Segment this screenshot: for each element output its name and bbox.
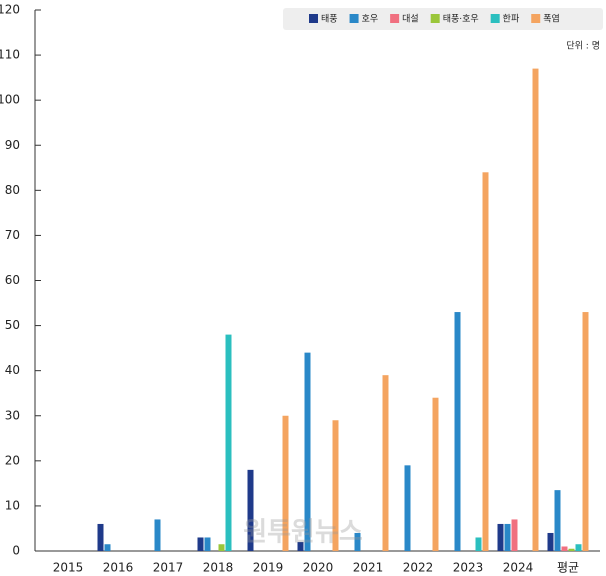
bar (475, 537, 482, 551)
x-tick-label: 2019 (253, 561, 284, 575)
y-tick-label: 120 (0, 3, 20, 17)
bar (97, 523, 104, 551)
bar (432, 397, 439, 551)
bar (104, 544, 111, 551)
y-tick-label: 80 (5, 183, 20, 197)
legend-label: 폭염 (543, 14, 560, 25)
unit-note: 단위 : 명 (566, 41, 600, 52)
bar (218, 544, 225, 551)
bar (382, 375, 389, 551)
watermark: 원투원뉴스 (243, 518, 363, 548)
y-tick-label: 60 (5, 273, 20, 287)
bar (575, 544, 582, 551)
bar (247, 469, 254, 551)
y-tick-label: 20 (5, 453, 20, 467)
bar (204, 537, 211, 551)
y-tick-label: 0 (12, 544, 20, 558)
bar (154, 519, 161, 551)
bar (282, 415, 289, 551)
bar (404, 465, 411, 551)
x-tick-label: 2016 (103, 561, 134, 575)
legend-swatch (531, 14, 541, 23)
y-tick-label: 50 (5, 318, 20, 332)
legend-swatch (349, 14, 359, 23)
bar (547, 532, 554, 551)
bar (568, 548, 575, 551)
bar (225, 334, 232, 551)
legend-label: 한파 (503, 14, 520, 25)
x-tick-label: 2015 (53, 561, 84, 575)
x-tick-label: 2024 (503, 561, 534, 575)
legend-swatch (430, 14, 440, 23)
legend-swatch (490, 14, 500, 23)
bar (297, 541, 304, 551)
bar (454, 312, 461, 551)
y-tick-label: 90 (5, 138, 20, 152)
bar (497, 523, 504, 551)
y-tick-label: 100 (0, 93, 20, 107)
bar (532, 68, 539, 551)
legend-label: 태풍·호우 (443, 14, 479, 25)
legend-swatch (390, 14, 400, 23)
bar (482, 172, 489, 552)
legend-label: 태풍 (321, 14, 338, 25)
y-tick-label: 110 (0, 48, 20, 62)
x-tick-label: 2023 (453, 561, 484, 575)
x-tick-label: 2022 (403, 561, 434, 575)
legend-label: 호우 (362, 14, 379, 25)
bar (304, 352, 311, 551)
y-tick-label: 70 (5, 228, 20, 242)
bar (554, 490, 561, 551)
x-tick-label: 2020 (303, 561, 334, 575)
x-tick-label: 2018 (203, 561, 234, 575)
y-tick-label: 30 (5, 408, 20, 422)
x-tick-label: 2017 (153, 561, 184, 575)
y-tick-label: 10 (5, 498, 20, 512)
legend-label: 대설 (402, 14, 419, 25)
bar (511, 519, 518, 551)
legend-swatch (309, 14, 318, 23)
bar (504, 523, 511, 551)
x-tick-label: 평균 (557, 561, 579, 575)
bar (354, 532, 361, 551)
x-tick-label: 2021 (353, 561, 384, 575)
legend-box (283, 8, 603, 30)
y-tick-label: 40 (5, 363, 20, 377)
bar (332, 420, 339, 551)
bar (197, 537, 204, 551)
bar (561, 546, 568, 551)
bar (582, 312, 589, 551)
